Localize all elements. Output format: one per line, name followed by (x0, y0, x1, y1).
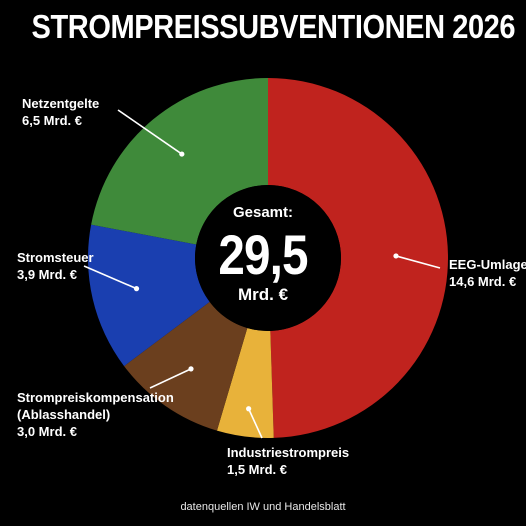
slice-value: 14,6 Mrd. € (449, 274, 517, 289)
leader-dot-netzentgelte (179, 151, 185, 157)
leader-dot-eeg-umlage (393, 253, 399, 259)
leader-line-industriestrompreis (247, 408, 263, 439)
slice-eeg-umlage (268, 77, 449, 438)
slice-label-stromsteuer: Stromsteuer 3,9 Mrd. € (17, 249, 94, 283)
leader-dot-strompreiskompensation (188, 366, 194, 372)
slice-value: 6,5 Mrd. € (22, 113, 82, 128)
leader-line-eeg-umlage (395, 255, 441, 269)
slice-name: EEG-Umlage (449, 257, 526, 272)
slice-name: Netzentgelte (22, 96, 100, 111)
source-note: datenquellen IW und Handelsblatt (180, 501, 346, 513)
slice-name: Strompreiskompensation (17, 390, 174, 405)
slice-value: 1,5 Mrd. € (227, 462, 287, 477)
donut-hole (195, 185, 341, 331)
slice-label-netzentgelte: Netzentgelte 6,5 Mrd. € (22, 95, 99, 129)
leader-line-strompreiskompensation (149, 368, 192, 389)
leader-line-netzentgelte (117, 109, 183, 155)
chart-title: STROMPREISSUBVENTIONEN 2026 (31, 8, 516, 45)
slice-name-2: (Ablasshandel) (17, 407, 111, 422)
slice-label-eeg-umlage: EEG-Umlage 14,6 Mrd. € (449, 256, 526, 290)
center-total-label: Gesamt: (232, 204, 294, 221)
slice-strompreiskompensation (124, 301, 248, 431)
slice-value: 3,9 Mrd. € (17, 267, 77, 282)
slice-name: Stromsteuer (17, 250, 94, 265)
center-total-unit: Mrd. € (237, 285, 289, 304)
slice-label-industriestrompreis: Industriestrompreis 1,5 Mrd. € (227, 444, 349, 478)
slice-netzentgelte (91, 78, 269, 245)
slice-label-strompreiskompensation: Strompreiskompensation (Ablasshandel) 3,… (17, 389, 174, 440)
slice-stromsteuer (88, 224, 210, 367)
leader-dot-industriestrompreis (246, 406, 252, 412)
slice-value: 3,0 Mrd. € (17, 424, 77, 439)
center-total-value: 29,5 (218, 223, 308, 286)
slice-industriestrompreis (216, 328, 274, 438)
leader-dot-stromsteuer (133, 286, 140, 292)
leader-line-stromsteuer (83, 265, 137, 290)
slice-name: Industriestrompreis (227, 445, 350, 460)
